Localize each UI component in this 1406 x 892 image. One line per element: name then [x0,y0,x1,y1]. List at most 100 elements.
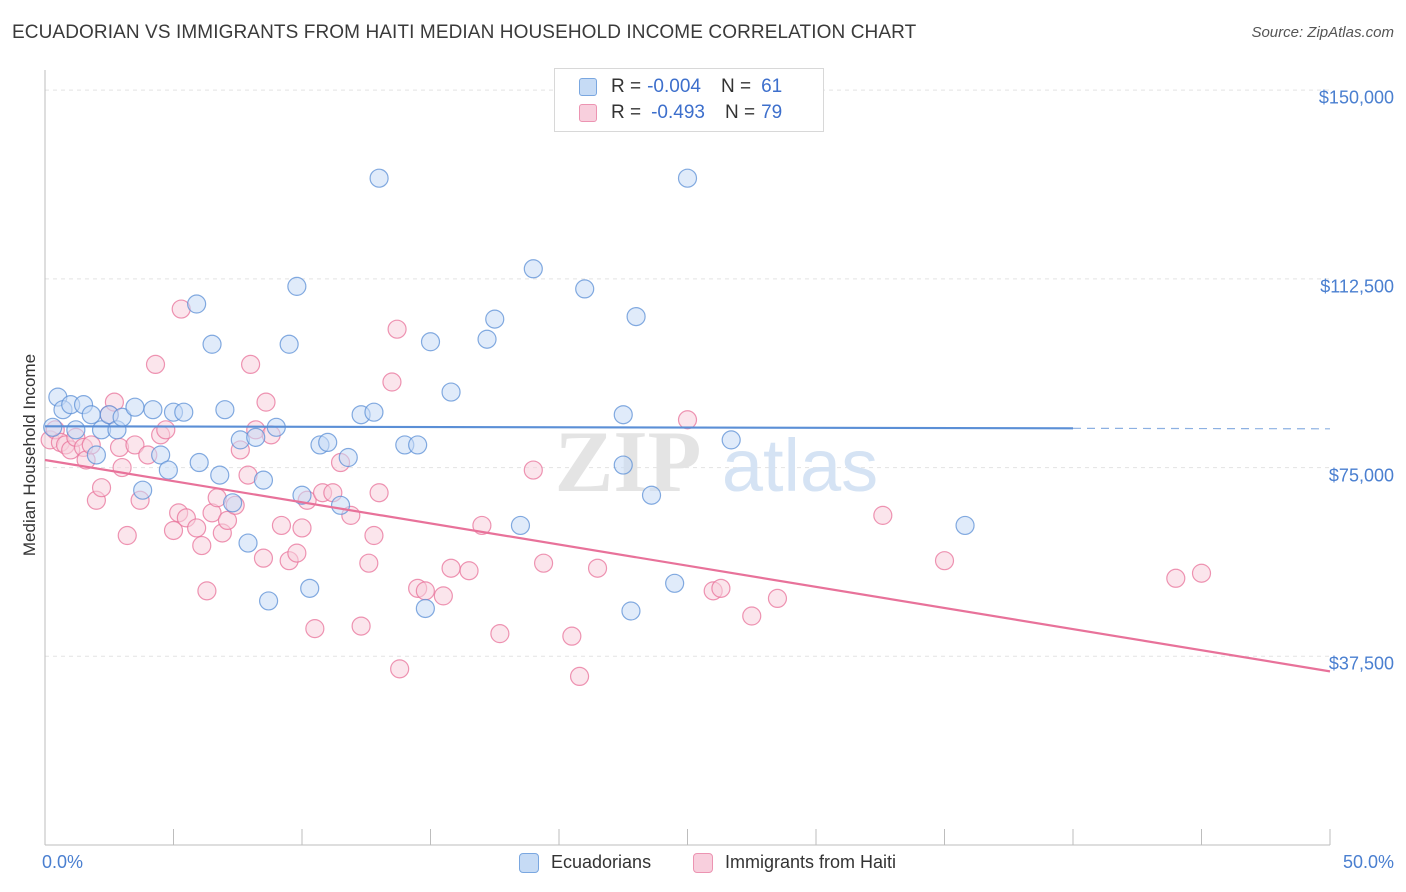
point-ecuadorians [441,382,461,402]
point-ecuadorians [641,485,662,505]
point-ecuadorians [133,480,153,500]
legend-swatch-ecuadorians [519,852,539,873]
point-haiti [767,588,788,609]
point-ecuadorians [86,445,107,465]
legend-n-label: N = [724,102,756,123]
point-ecuadorians [238,533,258,553]
point-ecuadorians [677,168,698,188]
point-ecuadorians [318,432,338,453]
trend-line-ecuadorians [44,425,1074,430]
legend-stats: R = -0.004 N = 61 R = -0.493 N = 79 [554,68,824,132]
point-ecuadorians [210,465,230,485]
axes [44,70,1331,846]
trend-lines [44,425,1331,673]
point-ecuadorians [223,493,243,513]
point-ecuadorians [189,452,209,473]
y-tick-label: $112,500 [1320,276,1394,297]
point-haiti [125,435,145,455]
point-ecuadorians [408,435,428,455]
point-haiti [742,606,762,626]
point-haiti [217,510,238,531]
point-haiti [1191,563,1212,583]
point-haiti [1166,568,1186,588]
point-ecuadorians [477,329,497,349]
point-ecuadorians [81,405,101,425]
point-haiti [241,354,261,374]
point-ecuadorians [369,168,389,188]
point-ecuadorians [246,427,266,447]
point-haiti [156,420,176,440]
point-haiti [364,525,384,546]
point-ecuadorians [626,306,646,327]
point-ecuadorians [510,515,531,536]
legend-n-value: 79 [761,102,783,123]
point-haiti [305,619,325,639]
point-ecuadorians [665,573,685,593]
point-haiti [472,515,492,536]
legend-r-label: R = [611,102,642,123]
point-haiti [187,518,207,538]
point-ecuadorians [125,397,145,417]
point-haiti [873,505,893,525]
point-haiti [382,372,402,392]
point-ecuadorians [258,591,279,611]
y-tick-label: $150,000 [1318,87,1394,108]
y-tick-label: $75,000 [1328,465,1394,486]
point-haiti [192,535,212,556]
point-haiti [562,626,582,646]
legend-n-value: 61 [761,76,783,97]
point-haiti [351,616,371,636]
legend-r-value: -0.493 [651,102,705,123]
point-ecuadorians [330,495,351,515]
point-ecuadorians [187,294,207,314]
legend-n-label: N = [720,76,752,97]
point-haiti [256,392,276,412]
point-ecuadorians [300,578,320,598]
point-ecuadorians [279,334,299,354]
point-haiti [711,578,731,598]
legend-item-haiti[interactable]: Immigrants from Haiti [693,852,896,873]
y-tick-label: $37,500 [1328,653,1394,674]
trend-line-haiti [44,458,1331,673]
legend-swatch-ecuadorians [579,78,597,96]
point-ecuadorians [523,259,543,279]
point-ecuadorians [143,400,163,420]
point-ecuadorians [420,332,441,352]
point-haiti [934,551,955,571]
point-haiti [490,624,510,644]
point-ecuadorians [158,460,178,480]
point-ecuadorians [415,598,435,619]
point-haiti [145,354,166,374]
point-haiti [271,515,292,536]
point-ecuadorians [621,601,641,621]
point-ecuadorians [292,485,312,505]
point-ecuadorians [174,402,194,422]
point-haiti [433,586,453,606]
point-ecuadorians [287,276,307,296]
legend-item-ecuadorians[interactable]: Ecuadorians [519,852,651,873]
point-haiti [523,460,543,480]
point-haiti [459,561,479,581]
legend-r-label: R = [611,76,642,97]
point-haiti [533,553,554,573]
point-haiti [415,581,435,601]
series-ecuadorians-points [43,168,975,621]
legend-swatch-haiti [693,852,713,873]
point-haiti [359,553,379,573]
legend-row-ecuadorians: R = -0.004 N = 61 [579,75,782,99]
point-ecuadorians [202,334,222,354]
point-ecuadorians [955,515,975,536]
point-haiti [91,478,112,498]
legend-label-ecuadorians: Ecuadorians [551,852,652,872]
legend-label-haiti: Immigrants from Haiti [725,852,897,872]
point-haiti [387,319,407,339]
point-ecuadorians [613,455,633,475]
point-ecuadorians [66,420,86,440]
legend-r-value: -0.004 [647,76,701,97]
point-ecuadorians [364,402,384,422]
point-haiti [677,410,698,430]
point-ecuadorians [151,445,171,465]
point-ecuadorians [338,447,358,468]
point-haiti [197,581,217,601]
